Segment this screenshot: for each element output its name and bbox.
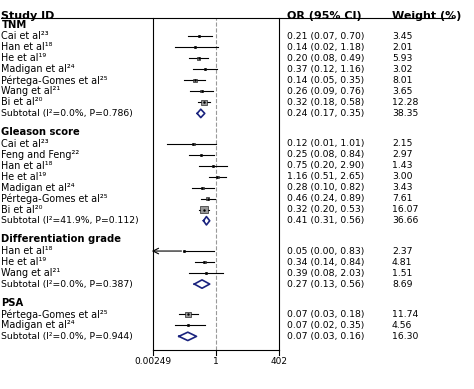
Bar bbox=[200, 154, 202, 156]
Text: 36.66: 36.66 bbox=[392, 216, 418, 225]
Text: 0.41 (0.31, 0.56): 0.41 (0.31, 0.56) bbox=[287, 216, 364, 225]
Text: 1.51: 1.51 bbox=[392, 268, 412, 278]
Text: 0.32 (0.20, 0.53): 0.32 (0.20, 0.53) bbox=[287, 205, 364, 214]
Text: Subtotal (I²=0.0%, P=0.387): Subtotal (I²=0.0%, P=0.387) bbox=[1, 280, 133, 289]
Text: 0.28 (0.10, 0.82): 0.28 (0.10, 0.82) bbox=[287, 183, 364, 192]
Text: 4.56: 4.56 bbox=[392, 321, 412, 330]
Text: 5.93: 5.93 bbox=[392, 54, 412, 63]
Text: He et al¹⁹: He et al¹⁹ bbox=[1, 53, 46, 63]
Text: 2.15: 2.15 bbox=[392, 139, 412, 148]
Text: 12.28: 12.28 bbox=[392, 98, 418, 107]
Text: 3.02: 3.02 bbox=[392, 65, 412, 74]
Text: 1: 1 bbox=[213, 357, 219, 366]
Text: Han et al¹⁸: Han et al¹⁸ bbox=[1, 246, 53, 256]
Text: Gleason score: Gleason score bbox=[1, 127, 80, 137]
Text: Wang et al²¹: Wang et al²¹ bbox=[1, 268, 61, 278]
Text: 1.16 (0.51, 2.65): 1.16 (0.51, 2.65) bbox=[287, 172, 364, 181]
Text: Han et al¹⁸: Han et al¹⁸ bbox=[1, 161, 53, 171]
Text: 0.05 (0.00, 0.83): 0.05 (0.00, 0.83) bbox=[287, 247, 364, 256]
Text: 11.74: 11.74 bbox=[392, 310, 418, 319]
Bar bbox=[187, 324, 189, 326]
Text: 2.37: 2.37 bbox=[392, 247, 412, 256]
Text: Bi et al²⁰: Bi et al²⁰ bbox=[1, 97, 43, 107]
Text: Pértega-Gomes et al²⁵: Pértega-Gomes et al²⁵ bbox=[1, 193, 108, 204]
Bar bbox=[198, 35, 201, 37]
Text: 0.26 (0.09, 0.76): 0.26 (0.09, 0.76) bbox=[287, 87, 364, 96]
Text: 3.65: 3.65 bbox=[392, 87, 412, 96]
Text: 0.07 (0.03, 0.16): 0.07 (0.03, 0.16) bbox=[287, 332, 364, 341]
Bar bbox=[205, 272, 207, 274]
Text: Weight (%): Weight (%) bbox=[392, 11, 461, 21]
Bar bbox=[204, 68, 207, 70]
Text: 0.37 (0.12, 1.16): 0.37 (0.12, 1.16) bbox=[287, 65, 364, 74]
Bar bbox=[216, 176, 219, 178]
Text: Pértega-Gomes et al²⁵: Pértega-Gomes et al²⁵ bbox=[1, 309, 108, 320]
Text: Madigan et al²⁴: Madigan et al²⁴ bbox=[1, 65, 75, 74]
Text: 0.00249: 0.00249 bbox=[134, 357, 171, 366]
Text: Cai et al²³: Cai et al²³ bbox=[1, 32, 49, 41]
Text: 3.00: 3.00 bbox=[392, 172, 412, 181]
Bar bbox=[193, 79, 197, 82]
Text: Han et al¹⁸: Han et al¹⁸ bbox=[1, 42, 53, 53]
Text: 2.97: 2.97 bbox=[392, 150, 412, 159]
Text: Madigan et al²⁴: Madigan et al²⁴ bbox=[1, 183, 75, 193]
Bar bbox=[201, 187, 203, 189]
Bar bbox=[212, 165, 214, 166]
Text: 0.14 (0.05, 0.35): 0.14 (0.05, 0.35) bbox=[287, 76, 364, 85]
Bar bbox=[185, 312, 191, 317]
Text: Bi et al²⁰: Bi et al²⁰ bbox=[1, 205, 43, 215]
Text: TNM: TNM bbox=[1, 20, 27, 30]
Bar bbox=[200, 207, 208, 213]
Text: 1.43: 1.43 bbox=[392, 161, 412, 170]
Bar bbox=[201, 90, 203, 92]
Text: 0.21 (0.07, 0.70): 0.21 (0.07, 0.70) bbox=[287, 32, 364, 41]
Text: Study ID: Study ID bbox=[1, 11, 55, 21]
Text: 38.35: 38.35 bbox=[392, 109, 418, 118]
Text: 0.46 (0.24, 0.89): 0.46 (0.24, 0.89) bbox=[287, 194, 364, 203]
Text: 16.30: 16.30 bbox=[392, 332, 418, 341]
Text: PSA: PSA bbox=[1, 298, 24, 308]
Text: Subtotal (I²=41.9%, P=0.112): Subtotal (I²=41.9%, P=0.112) bbox=[1, 216, 139, 225]
Bar bbox=[198, 57, 201, 60]
Text: 0.12 (0.01, 1.01): 0.12 (0.01, 1.01) bbox=[287, 139, 364, 148]
Text: 0.34 (0.14, 0.84): 0.34 (0.14, 0.84) bbox=[287, 258, 364, 266]
Bar bbox=[201, 100, 207, 105]
Text: 0.39 (0.08, 2.03): 0.39 (0.08, 2.03) bbox=[287, 268, 364, 278]
Text: 7.61: 7.61 bbox=[392, 194, 412, 203]
Text: OR (95% CI): OR (95% CI) bbox=[287, 11, 361, 21]
Text: 3.43: 3.43 bbox=[392, 183, 412, 192]
Text: 0.20 (0.08, 0.49): 0.20 (0.08, 0.49) bbox=[287, 54, 364, 63]
Text: 8.01: 8.01 bbox=[392, 76, 412, 85]
Text: 0.32 (0.18, 0.58): 0.32 (0.18, 0.58) bbox=[287, 98, 364, 107]
Text: 3.45: 3.45 bbox=[392, 32, 412, 41]
Text: 4.81: 4.81 bbox=[392, 258, 412, 266]
Text: Feng and Feng²²: Feng and Feng²² bbox=[1, 150, 80, 160]
Text: Subtotal (I²=0.0%, P=0.786): Subtotal (I²=0.0%, P=0.786) bbox=[1, 109, 133, 118]
Text: 2.01: 2.01 bbox=[392, 43, 412, 52]
Text: Subtotal (I²=0.0%, P=0.944): Subtotal (I²=0.0%, P=0.944) bbox=[1, 332, 133, 341]
Text: He et al¹⁹: He et al¹⁹ bbox=[1, 257, 46, 267]
Text: 0.14 (0.02, 1.18): 0.14 (0.02, 1.18) bbox=[287, 43, 364, 52]
Bar bbox=[206, 197, 210, 200]
Text: Cai et al²³: Cai et al²³ bbox=[1, 139, 49, 149]
Text: Wang et al²¹: Wang et al²¹ bbox=[1, 86, 61, 96]
Text: 0.25 (0.08, 0.84): 0.25 (0.08, 0.84) bbox=[287, 150, 364, 159]
Bar bbox=[192, 143, 195, 145]
Text: He et al¹⁹: He et al¹⁹ bbox=[1, 172, 46, 182]
Text: 0.07 (0.03, 0.18): 0.07 (0.03, 0.18) bbox=[287, 310, 364, 319]
Text: 16.07: 16.07 bbox=[392, 205, 418, 214]
Text: 402: 402 bbox=[271, 357, 288, 366]
Text: 0.24 (0.17, 0.35): 0.24 (0.17, 0.35) bbox=[287, 109, 364, 118]
Text: Madigan et al²⁴: Madigan et al²⁴ bbox=[1, 321, 75, 330]
Bar bbox=[194, 46, 196, 48]
Text: Differentiation grade: Differentiation grade bbox=[1, 235, 121, 244]
Bar bbox=[203, 261, 206, 263]
Text: 0.27 (0.13, 0.56): 0.27 (0.13, 0.56) bbox=[287, 280, 364, 289]
Text: Pértega-Gomes et al²⁵: Pértega-Gomes et al²⁵ bbox=[1, 75, 108, 86]
Bar bbox=[183, 250, 185, 252]
Text: 0.07 (0.02, 0.35): 0.07 (0.02, 0.35) bbox=[287, 321, 364, 330]
Text: 0.75 (0.20, 2.90): 0.75 (0.20, 2.90) bbox=[287, 161, 364, 170]
Text: 8.69: 8.69 bbox=[392, 280, 412, 289]
